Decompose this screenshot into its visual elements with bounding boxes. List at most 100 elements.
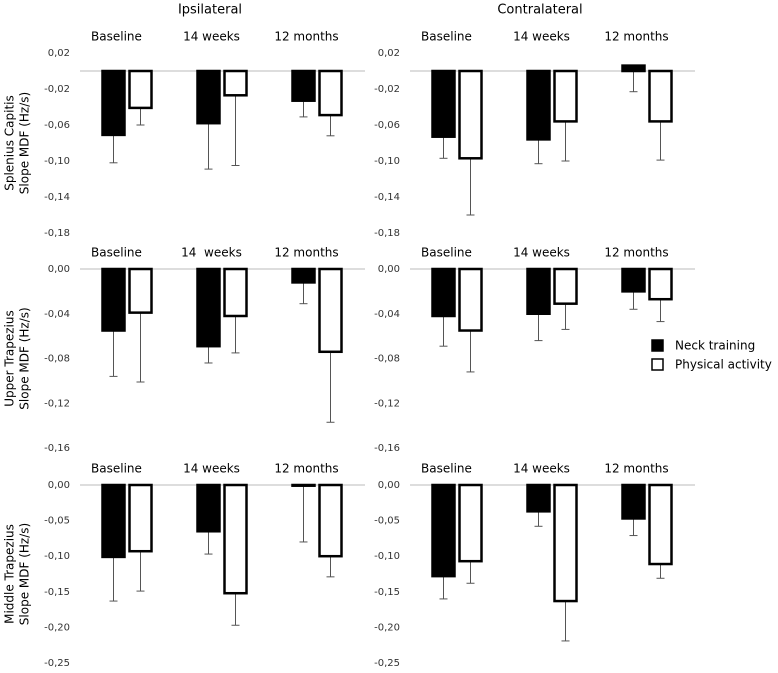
- category-label: 12 months: [604, 462, 668, 476]
- bar: [101, 483, 126, 559]
- y-tick-label: -0,06: [44, 120, 70, 131]
- y-tick-label: -0,04: [44, 309, 70, 320]
- y-tick-label: -0,05: [44, 516, 70, 527]
- bar: [128, 267, 153, 314]
- y-axis-label: Slope MDF (Hz/s): [18, 307, 32, 409]
- bar: [458, 267, 483, 332]
- bar: [458, 483, 483, 563]
- bar: [291, 483, 316, 487]
- column-title: Contralateral: [497, 3, 582, 18]
- y-axis-label: Slope MDF (Hz/s): [18, 92, 32, 194]
- bar: [291, 69, 316, 102]
- column-title: Ipsilateral: [178, 3, 242, 18]
- y-tick-label: -0,08: [44, 354, 70, 365]
- legend-label: Physical activity: [675, 358, 772, 372]
- bar: [621, 267, 646, 293]
- bar: [101, 267, 126, 332]
- category-label: 12 months: [274, 246, 338, 260]
- y-tick-label: -0,12: [44, 398, 70, 409]
- y-tick-label: -0,25: [374, 658, 400, 669]
- y-tick-label: -0,18: [374, 228, 400, 239]
- bar: [526, 69, 551, 141]
- bar: [318, 483, 343, 558]
- y-tick-label: -0,08: [374, 354, 400, 365]
- y-tick-label: -0,15: [44, 587, 70, 598]
- category-label: Baseline: [91, 246, 142, 260]
- bar: [291, 267, 316, 284]
- y-tick-label: 0,02: [378, 48, 400, 59]
- bar: [553, 69, 578, 123]
- y-tick-label: -0,18: [44, 228, 70, 239]
- y-tick-label: -0,06: [374, 120, 400, 131]
- y-tick-label: -0,25: [44, 658, 70, 669]
- category-label: Baseline: [421, 462, 472, 476]
- bar: [648, 69, 673, 123]
- bar: [128, 69, 153, 110]
- y-tick-label: -0,04: [374, 309, 400, 320]
- bar: [526, 267, 551, 315]
- y-tick-label: -0,20: [374, 622, 400, 633]
- bar: [318, 267, 343, 354]
- y-tick-label: -0,15: [374, 587, 400, 598]
- y-tick-label: -0,16: [44, 443, 70, 454]
- category-label: 14 weeks: [513, 30, 570, 44]
- bar: [223, 267, 248, 318]
- bar: [553, 483, 578, 603]
- bar: [431, 267, 456, 318]
- bar: [431, 69, 456, 138]
- y-tick-label: -0,16: [374, 443, 400, 454]
- y-tick-label: 0,00: [378, 480, 400, 491]
- y-tick-label: -0,10: [374, 551, 400, 562]
- bar: [458, 69, 483, 160]
- category-label: Baseline: [91, 462, 142, 476]
- y-tick-label: 0,00: [48, 264, 70, 275]
- y-tick-label: -0,10: [44, 156, 70, 167]
- bar: [128, 483, 153, 553]
- bar: [648, 267, 673, 301]
- category-label: Baseline: [421, 246, 472, 260]
- bar: [621, 64, 646, 73]
- y-tick-label: -0,02: [374, 84, 400, 95]
- bar: [318, 69, 343, 117]
- bar: [223, 483, 248, 595]
- y-tick-label: -0,12: [374, 398, 400, 409]
- y-tick-label: -0,14: [374, 192, 400, 203]
- bar: [196, 483, 221, 533]
- y-tick-label: 0,02: [48, 48, 70, 59]
- bar: [621, 483, 646, 520]
- category-label: Baseline: [91, 30, 142, 44]
- category-label: Baseline: [421, 30, 472, 44]
- legend-swatch: [651, 339, 664, 352]
- category-label: 12 months: [274, 30, 338, 44]
- bar: [196, 69, 221, 125]
- y-tick-label: -0,10: [44, 551, 70, 562]
- y-tick-label: -0,02: [44, 84, 70, 95]
- category-label: 14 weeks: [181, 246, 242, 260]
- category-label: 14 weeks: [183, 30, 240, 44]
- category-label: 12 months: [604, 30, 668, 44]
- y-axis-label: Middle Trapezius: [3, 524, 17, 624]
- bar: [526, 483, 551, 513]
- y-tick-label: 0,00: [48, 480, 70, 491]
- y-tick-label: -0,20: [44, 622, 70, 633]
- category-label: 14 weeks: [183, 462, 240, 476]
- y-tick-label: -0,14: [44, 192, 70, 203]
- bar: [553, 267, 578, 305]
- bar: [101, 69, 126, 137]
- bar: [431, 483, 456, 578]
- y-axis-label: Splenius Capitis: [3, 95, 17, 191]
- y-axis-label: Upper Trapezius: [3, 310, 17, 407]
- legend-label: Neck training: [675, 339, 755, 353]
- bar: [196, 267, 221, 348]
- category-label: 14 weeks: [513, 246, 570, 260]
- y-tick-label: -0,10: [374, 156, 400, 167]
- legend-swatch: [651, 358, 664, 371]
- category-label: 12 months: [604, 246, 668, 260]
- y-tick-label: -0,05: [374, 516, 400, 527]
- y-tick-label: 0,00: [378, 264, 400, 275]
- bar: [648, 483, 673, 566]
- y-axis-label: Slope MDF (Hz/s): [18, 523, 32, 625]
- category-label: 12 months: [274, 462, 338, 476]
- category-label: 14 weeks: [513, 462, 570, 476]
